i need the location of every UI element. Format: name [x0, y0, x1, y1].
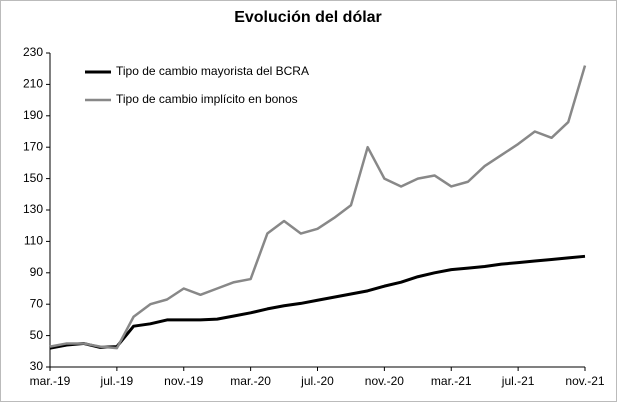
x-tick-label: jul.-20 [300, 374, 334, 388]
x-tick-label: mar.-19 [30, 374, 71, 388]
x-tick-label: nov.-19 [164, 374, 203, 388]
series-line [49, 65, 587, 350]
y-tick-label: 90 [30, 265, 44, 279]
y-tick-label: 70 [30, 296, 44, 310]
x-tick-label: jul.-21 [501, 374, 535, 388]
legend-label: Tipo de cambio mayorista del BCRA [116, 64, 309, 78]
y-tick-label: 50 [30, 328, 44, 342]
x-tick-label: nov.-20 [365, 374, 404, 388]
series-line [49, 254, 586, 350]
y-tick-label: 210 [23, 77, 43, 91]
chart-title: Evolución del dólar [234, 9, 382, 26]
y-tick-label: 30 [30, 359, 44, 373]
x-tick-label: nov.-21 [565, 374, 604, 388]
y-tick-label: 170 [23, 139, 43, 153]
legend-label: Tipo de cambio implícito en bonos [116, 92, 298, 106]
y-tick-label: 110 [24, 234, 43, 248]
x-tick-label: mar.-21 [431, 374, 472, 388]
x-tick-label: mar.-20 [230, 374, 271, 388]
y-tick-label: 130 [23, 202, 43, 216]
x-tick-label: jul.-19 [100, 374, 134, 388]
y-tick-label: 190 [23, 108, 43, 122]
y-tick-label: 230 [23, 45, 43, 59]
y-tick-label: 150 [23, 171, 43, 185]
